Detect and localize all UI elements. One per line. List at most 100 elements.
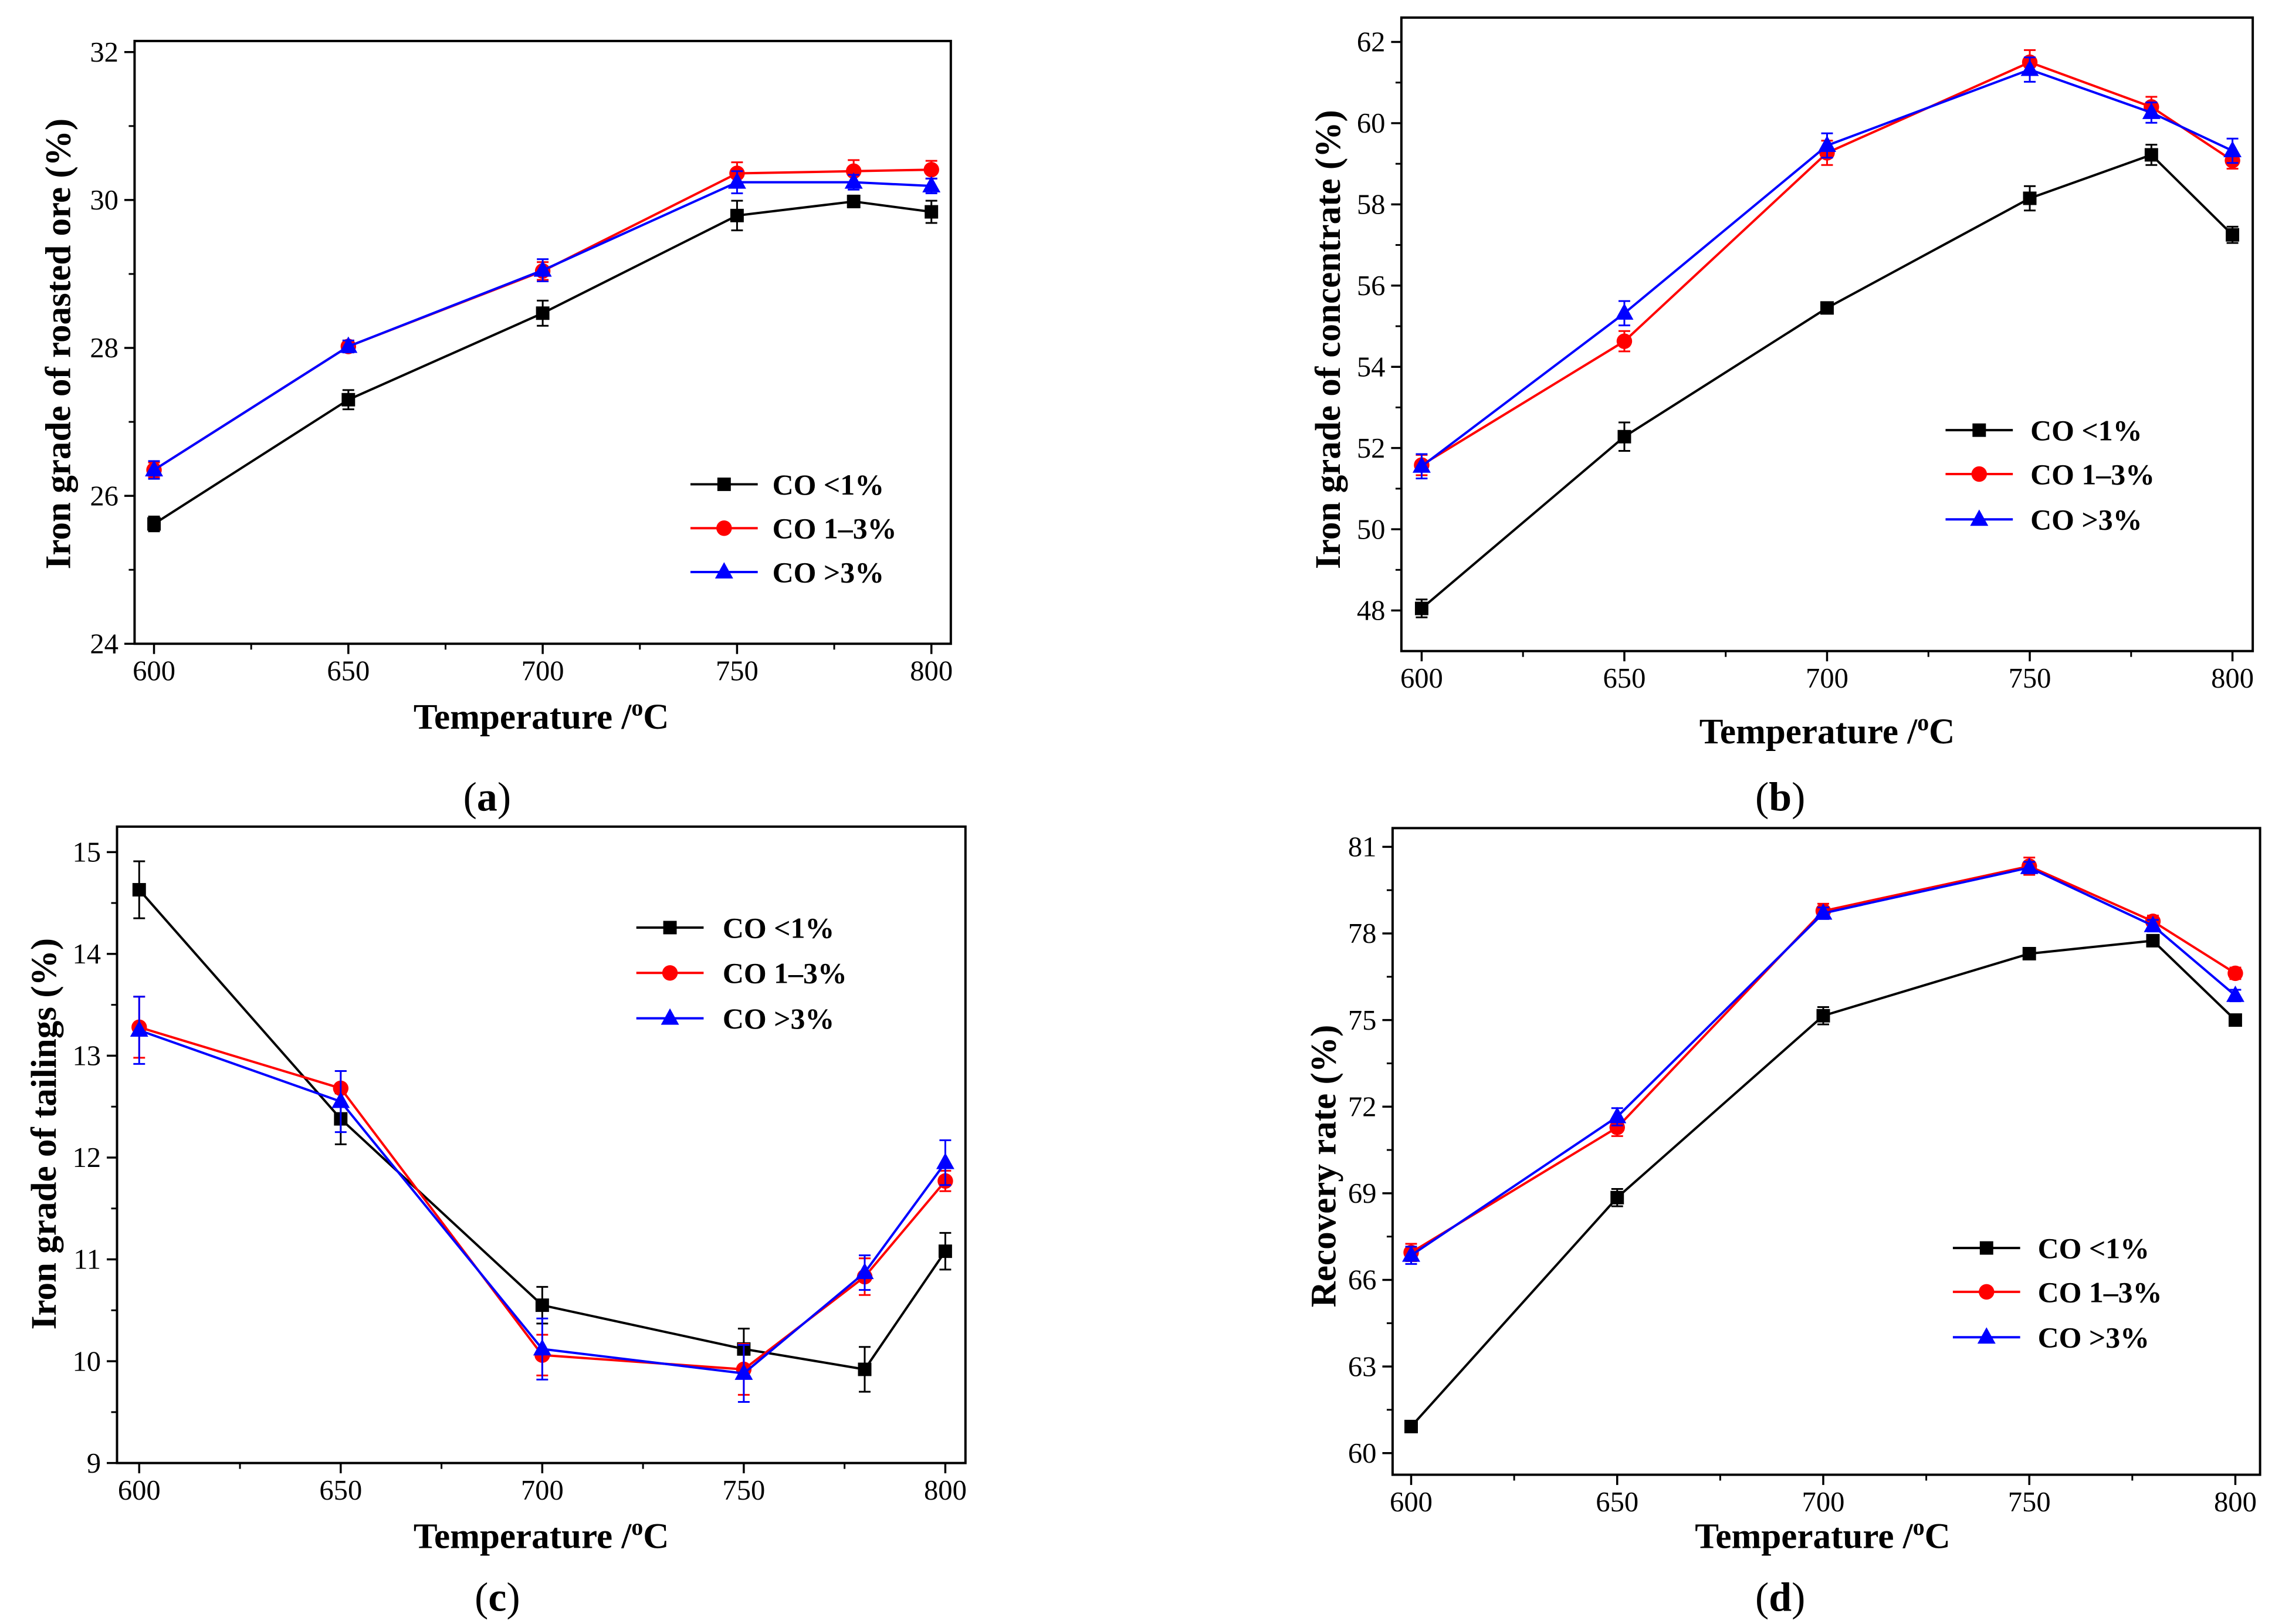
data-point-co-lt-1: [730, 208, 744, 222]
series-co-lt-1: [147, 194, 939, 533]
legend-entry-co-gt-3: CO >3%: [690, 557, 884, 589]
data-point-co-lt-1: [1414, 601, 1428, 615]
x-tick-label: 600: [1400, 662, 1443, 694]
legend-entry-co-gt-3: CO >3%: [636, 1003, 834, 1035]
legend-marker: [716, 520, 732, 536]
y-axis-label: Iron grade of tailings (%): [25, 938, 64, 1329]
x-axis-label-text: Temperature /: [1699, 712, 1918, 752]
x-axis-label-superscript: o: [631, 694, 643, 720]
x-tick-label: 700: [521, 1474, 564, 1506]
x-tick-label: 700: [522, 655, 564, 687]
y-tick-label: 54: [1357, 351, 1386, 383]
panel-label-letter: b: [1769, 775, 1792, 820]
x-tick-label: 650: [1596, 1486, 1638, 1518]
panel-label: (b): [1755, 775, 1805, 820]
data-point-co-gt-3: [1412, 456, 1431, 473]
legend-entry-co-1-3: CO 1–3%: [1952, 1276, 2162, 1308]
legend-marker: [663, 921, 677, 935]
legend: CO <1% CO 1–3% CO >3%: [1945, 415, 2155, 536]
panel-label-open: (: [463, 775, 477, 820]
x-tick-label: 600: [1390, 1486, 1433, 1518]
y-tick-label: 60: [1348, 1437, 1377, 1469]
data-point-co-lt-1: [132, 883, 146, 897]
x-axis-label: Temperature /oC: [414, 1514, 669, 1556]
y-tick-label: 52: [1357, 432, 1386, 464]
legend-label: CO >3%: [723, 1003, 834, 1035]
data-point-co-lt-1: [536, 306, 550, 320]
data-point-co-1-3: [1616, 333, 1633, 349]
legend-marker: [662, 965, 678, 981]
data-point-co-gt-3: [2223, 141, 2242, 157]
x-tick-label: 750: [716, 655, 759, 687]
series-co-lt-1: [1414, 144, 2240, 618]
legend-label: CO >3%: [773, 557, 884, 589]
x-axis: 600 650 700 750 800: [1400, 651, 2254, 694]
data-point-co-gt-3: [734, 1363, 753, 1380]
y-tick-label: 78: [1348, 918, 1377, 949]
data-point-co-lt-1: [2146, 933, 2160, 948]
data-point-co-gt-3: [922, 175, 941, 192]
data-point-co-gt-3: [855, 1263, 874, 1280]
y-tick-label: 10: [72, 1345, 101, 1377]
y-tick-label: 56: [1357, 270, 1386, 302]
x-axis-label-unit: C: [1929, 712, 1955, 752]
panel-label-letter: c: [488, 1575, 506, 1620]
legend-entry-co-lt-1: CO <1%: [1945, 415, 2142, 447]
x-axis-label-text: Temperature /: [414, 698, 632, 737]
data-point-co-lt-1: [925, 205, 939, 219]
y-tick-label: 69: [1348, 1178, 1377, 1209]
y-tick-label: 50: [1357, 513, 1386, 545]
y-tick-label: 81: [1348, 831, 1377, 863]
data-point-co-gt-3: [936, 1152, 954, 1169]
data-point-co-lt-1: [1404, 1419, 1418, 1433]
legend-marker: [1977, 1327, 1996, 1344]
y-tick-label: 13: [72, 1040, 101, 1072]
data-line-co-gt-3: [138, 1029, 947, 1375]
data-line-co-1-3: [1410, 865, 2236, 1254]
data-point-co-lt-1: [1610, 1190, 1624, 1205]
y-axis-label: Iron grade of roasted ore (%): [39, 119, 79, 569]
y-tick-label: 28: [90, 332, 118, 364]
x-tick-label: 650: [327, 655, 370, 687]
data-point-co-gt-3: [2020, 857, 2039, 874]
x-axis-label-superscript: o: [631, 1514, 643, 1540]
x-tick-label: 700: [1802, 1486, 1845, 1518]
data-point-co-1-3: [2227, 965, 2243, 982]
legend-label: CO 1–3%: [773, 513, 897, 545]
x-axis: 600 650 700 750 800: [1390, 1474, 2257, 1518]
legend-label: CO <1%: [2038, 1233, 2149, 1265]
legend: CO <1% CO 1–3% CO >3%: [690, 469, 897, 589]
legend-label: CO <1%: [773, 469, 884, 501]
y-tick-label: 14: [72, 938, 101, 970]
panel-label-close: ): [506, 1575, 520, 1620]
data-point-co-gt-3: [1814, 903, 1833, 920]
y-tick-label: 60: [1357, 107, 1386, 139]
legend-marker: [1971, 466, 1988, 482]
legend-marker: [715, 562, 733, 579]
y-tick-label: 12: [72, 1142, 101, 1173]
data-point-co-lt-1: [1617, 429, 1631, 444]
y-axis: 9 10 11 12 13 14 15: [72, 837, 117, 1479]
y-tick-label: 48: [1357, 595, 1386, 627]
x-axis-label: Temperature /oC: [1699, 709, 1955, 751]
panel-label-open: (: [1755, 775, 1769, 820]
y-axis: 60 63 66 69 72 75 78 81: [1348, 831, 1393, 1469]
data-point-co-lt-1: [147, 517, 161, 531]
legend-label: CO 1–3%: [2038, 1276, 2162, 1308]
x-axis-label: Temperature /oC: [1695, 1514, 1951, 1556]
series-co-gt-3: [1402, 857, 2244, 1265]
panel-label-close: ): [1792, 1575, 1805, 1620]
data-point-co-gt-3: [1402, 1245, 1420, 1262]
data-point-co-1-3: [923, 162, 939, 178]
panel-label-letter: a: [477, 775, 497, 820]
legend-label: CO 1–3%: [723, 958, 847, 990]
data-line-co-gt-3: [1410, 866, 2236, 1257]
y-tick-label: 75: [1348, 1004, 1377, 1036]
legend-label: CO <1%: [723, 912, 834, 944]
x-tick-label: 750: [2009, 662, 2051, 694]
y-tick-label: 11: [73, 1244, 101, 1275]
x-axis-label-unit: C: [643, 698, 669, 737]
